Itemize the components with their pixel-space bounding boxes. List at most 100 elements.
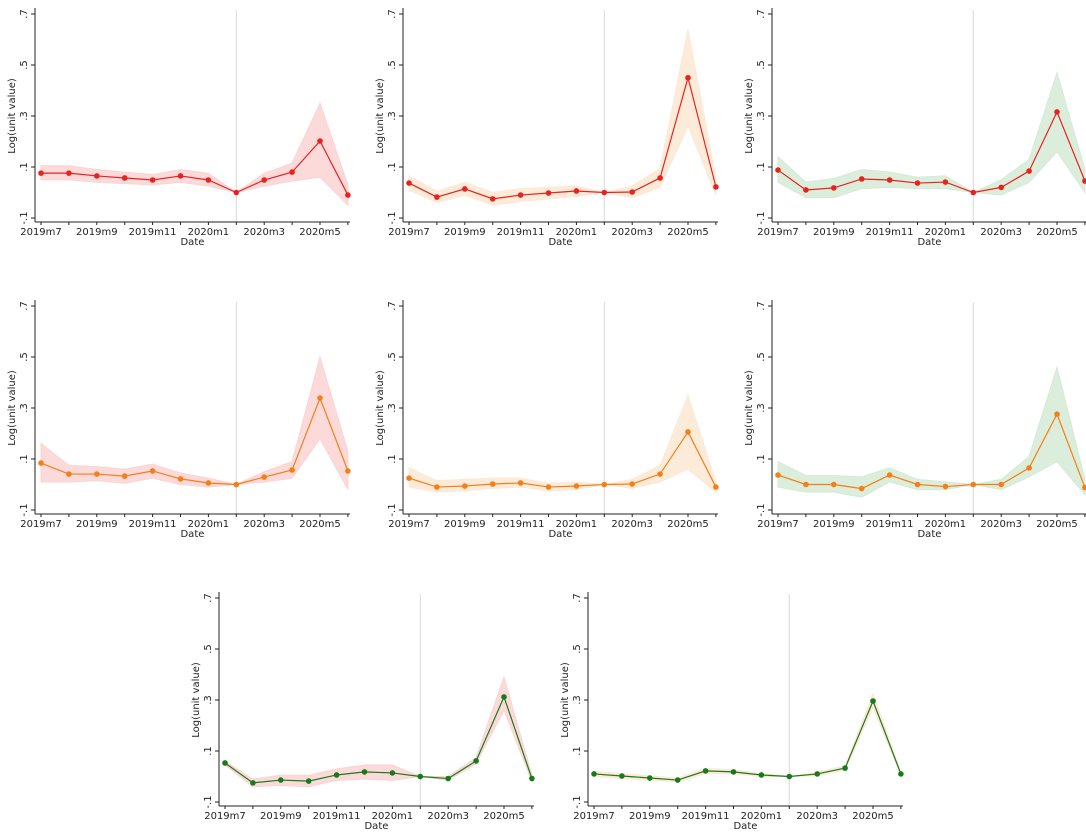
y-tick-label: .3: [387, 111, 398, 121]
point: [333, 772, 340, 778]
point: [858, 176, 865, 182]
y-tick-label: .1: [387, 162, 398, 172]
series-line: [777, 110, 1086, 194]
x-tick-label: 2020m5: [667, 519, 709, 530]
x-tick-label: 2019m9: [813, 519, 855, 530]
y-tick-label: .7: [19, 301, 30, 311]
y-tick-label: .7: [756, 9, 767, 19]
x-tick-label: 2020m5: [299, 519, 341, 530]
x-tick-label: 2020m1: [741, 811, 783, 822]
point: [591, 771, 597, 777]
point: [345, 192, 351, 198]
point: [713, 184, 719, 190]
point: [1082, 484, 1086, 491]
x-tick-label: 2019m7: [20, 227, 62, 238]
point: [601, 189, 608, 196]
y-tick-label: -.1: [572, 795, 583, 808]
point: [406, 180, 412, 186]
x-tick-label: 2019m11: [497, 519, 545, 530]
x-tick-label: 2019m11: [497, 227, 545, 238]
x-tick-label: 2019m9: [629, 811, 671, 822]
confidence-band: [593, 692, 902, 783]
x-tick-label: 2019m9: [76, 227, 118, 238]
point: [619, 773, 625, 779]
point: [489, 481, 496, 487]
point: [261, 474, 268, 480]
y-tick-label: .1: [203, 746, 214, 756]
point: [406, 475, 412, 481]
y-tick-label: .1: [387, 454, 398, 464]
point: [775, 167, 781, 173]
point: [730, 769, 737, 775]
point: [289, 169, 295, 175]
x-tick-label: 2020m3: [611, 227, 653, 238]
point: [233, 189, 240, 196]
point: [942, 179, 949, 185]
point: [803, 187, 809, 193]
y-axis-label: Log(unit value): [7, 370, 18, 446]
panel: -.1 .1 .3 .5 .7 2019m7 2019m9 2019m11 2020m1 2020…: [7, 8, 351, 248]
point: [674, 777, 681, 783]
x-tick-label: 2019m11: [129, 519, 177, 530]
point: [702, 768, 709, 774]
y-axis-label: Log(unit value): [191, 662, 202, 738]
x-tick-label: 2019m11: [682, 811, 730, 822]
panel: -.1 .1 .3 .5 .7 2019m7 2019m9 2019m11 2020m1 2020…: [560, 592, 904, 832]
point: [573, 188, 580, 194]
point: [177, 173, 184, 179]
point: [121, 175, 128, 181]
point: [177, 476, 184, 482]
point: [970, 481, 977, 488]
y-tick-label: .3: [19, 403, 30, 413]
x-tick-label: 2019m7: [388, 227, 430, 238]
point: [501, 694, 507, 700]
point: [647, 775, 653, 781]
x-tick-label: 2019m11: [129, 227, 177, 238]
point: [473, 758, 479, 764]
y-tick-label: .3: [203, 695, 214, 705]
point: [94, 471, 100, 477]
y-tick-label: .3: [387, 403, 398, 413]
y-tick-label: -.1: [756, 211, 767, 224]
x-tick-label: 2020m1: [925, 227, 967, 238]
series-line: [408, 75, 717, 200]
y-tick-label: .5: [387, 352, 398, 362]
x-tick-label: 2019m9: [260, 811, 302, 822]
point: [149, 177, 156, 183]
point: [914, 180, 921, 186]
x-tick-label: 2020m3: [243, 519, 285, 530]
point: [786, 773, 793, 780]
point: [529, 775, 535, 782]
point: [758, 772, 765, 778]
x-tick-label: 2019m11: [866, 227, 914, 238]
panel: -.1 .1 .3 .5 .7 2019m7 2019m9 2019m11 2020m1 2020…: [7, 300, 351, 540]
point: [886, 472, 893, 478]
y-tick-label: .3: [19, 111, 30, 121]
point: [462, 483, 468, 489]
x-tick-label: 2019m9: [444, 519, 486, 530]
x-axis-label: Date: [917, 529, 941, 540]
x-tick-label: 2020m1: [556, 227, 598, 238]
point: [1026, 465, 1032, 471]
series-line: [408, 430, 717, 488]
x-tick-label: 2020m5: [667, 227, 709, 238]
point: [289, 467, 295, 473]
x-tick-label: 2020m5: [483, 811, 525, 822]
y-axis-label: Log(unit value): [375, 370, 386, 446]
y-tick-label: .1: [756, 454, 767, 464]
y-tick-label: .3: [756, 403, 767, 413]
point: [629, 189, 635, 195]
point: [38, 460, 44, 466]
series-line: [41, 139, 349, 196]
point: [489, 196, 496, 202]
point: [858, 485, 865, 492]
x-tick-label: 2019m11: [313, 811, 361, 822]
x-axis-label: Date: [733, 821, 757, 832]
point: [831, 481, 837, 488]
point: [445, 775, 452, 782]
point: [713, 484, 719, 490]
confidence-band: [40, 101, 349, 207]
x-tick-label: 2019m7: [757, 519, 799, 530]
y-axis-label: Log(unit value): [7, 78, 18, 154]
series-line: [40, 396, 349, 486]
